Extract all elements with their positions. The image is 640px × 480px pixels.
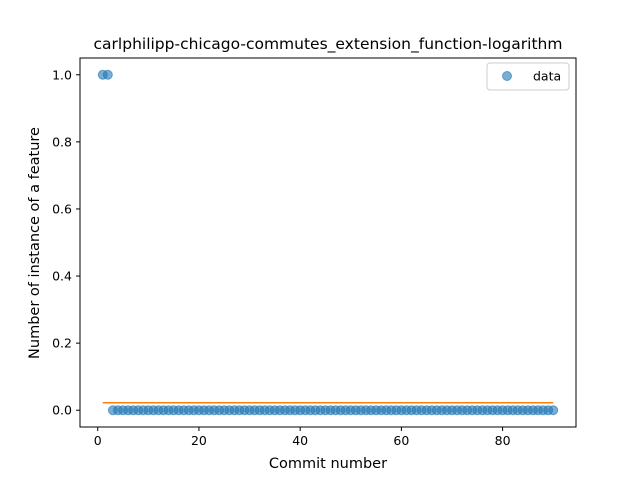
x-tick-label: 80 bbox=[495, 433, 511, 448]
y-tick-label: 0.0 bbox=[52, 403, 72, 418]
data-point bbox=[102, 69, 113, 80]
scatter-points-layer bbox=[97, 69, 559, 416]
y-axis-label: Number of instance of a feature bbox=[27, 127, 43, 359]
x-tick-label: 60 bbox=[393, 433, 409, 448]
legend-label-data: data bbox=[533, 69, 561, 84]
y-tick-label: 0.2 bbox=[52, 336, 72, 351]
y-axis-ticks: 0.0 0.2 0.4 0.6 0.8 1.0 bbox=[52, 67, 80, 418]
y-tick-label: 0.8 bbox=[52, 134, 72, 149]
plot-area bbox=[80, 58, 576, 427]
y-tick-label: 0.6 bbox=[52, 201, 72, 216]
x-tick-label: 20 bbox=[191, 433, 207, 448]
legend-marker-data bbox=[502, 71, 512, 81]
x-axis-ticks: 0 20 40 60 80 bbox=[94, 427, 511, 448]
y-tick-label: 0.4 bbox=[52, 269, 72, 284]
x-tick-label: 0 bbox=[94, 433, 102, 448]
y-tick-label: 1.0 bbox=[52, 67, 72, 82]
x-tick-label: 40 bbox=[292, 433, 308, 448]
legend: data bbox=[486, 62, 570, 91]
chart-title: carlphilipp-chicago-commutes_extension_f… bbox=[94, 35, 563, 54]
plot-frame bbox=[79, 57, 577, 428]
data-point bbox=[548, 405, 559, 416]
legend-box bbox=[486, 62, 570, 91]
x-axis-label: Commit number bbox=[269, 456, 387, 472]
